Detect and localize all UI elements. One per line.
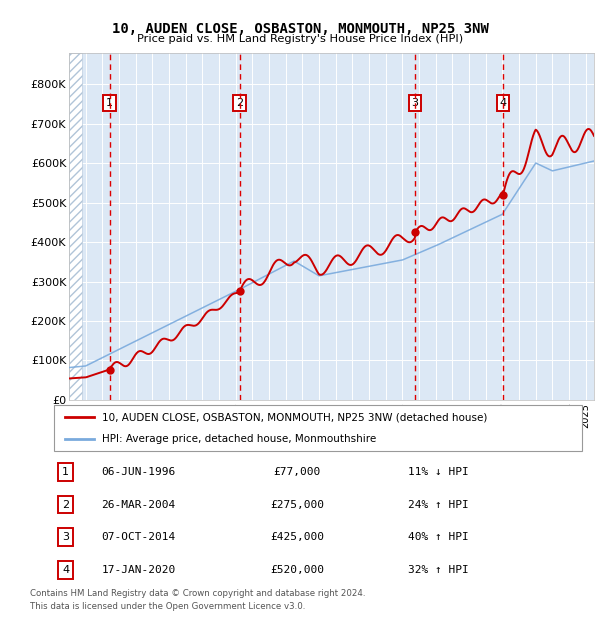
Text: HPI: Average price, detached house, Monmouthshire: HPI: Average price, detached house, Monm… <box>101 434 376 444</box>
Text: £520,000: £520,000 <box>270 565 324 575</box>
Text: 10, AUDEN CLOSE, OSBASTON, MONMOUTH, NP25 3NW (detached house): 10, AUDEN CLOSE, OSBASTON, MONMOUTH, NP2… <box>101 412 487 422</box>
Text: 1: 1 <box>62 467 69 477</box>
Text: Contains HM Land Registry data © Crown copyright and database right 2024.: Contains HM Land Registry data © Crown c… <box>30 590 365 598</box>
Text: 3: 3 <box>62 532 69 542</box>
Text: 24% ↑ HPI: 24% ↑ HPI <box>408 500 469 510</box>
Text: This data is licensed under the Open Government Licence v3.0.: This data is licensed under the Open Gov… <box>30 602 305 611</box>
Text: 1: 1 <box>106 98 113 108</box>
Text: 3: 3 <box>412 98 419 108</box>
Text: 26-MAR-2004: 26-MAR-2004 <box>101 500 176 510</box>
Text: £425,000: £425,000 <box>270 532 324 542</box>
Text: 4: 4 <box>62 565 69 575</box>
Text: Price paid vs. HM Land Registry's House Price Index (HPI): Price paid vs. HM Land Registry's House … <box>137 34 463 44</box>
Text: 32% ↑ HPI: 32% ↑ HPI <box>408 565 469 575</box>
Text: 10, AUDEN CLOSE, OSBASTON, MONMOUTH, NP25 3NW: 10, AUDEN CLOSE, OSBASTON, MONMOUTH, NP2… <box>112 22 488 36</box>
FancyBboxPatch shape <box>54 405 582 451</box>
Text: £275,000: £275,000 <box>270 500 324 510</box>
Text: 2: 2 <box>236 98 243 108</box>
Text: 11% ↓ HPI: 11% ↓ HPI <box>408 467 469 477</box>
Text: £77,000: £77,000 <box>273 467 320 477</box>
Text: 4: 4 <box>499 98 506 108</box>
Text: 2: 2 <box>62 500 69 510</box>
Text: 07-OCT-2014: 07-OCT-2014 <box>101 532 176 542</box>
Text: 40% ↑ HPI: 40% ↑ HPI <box>408 532 469 542</box>
Text: 06-JUN-1996: 06-JUN-1996 <box>101 467 176 477</box>
Text: 17-JAN-2020: 17-JAN-2020 <box>101 565 176 575</box>
Bar <box>69 53 82 400</box>
